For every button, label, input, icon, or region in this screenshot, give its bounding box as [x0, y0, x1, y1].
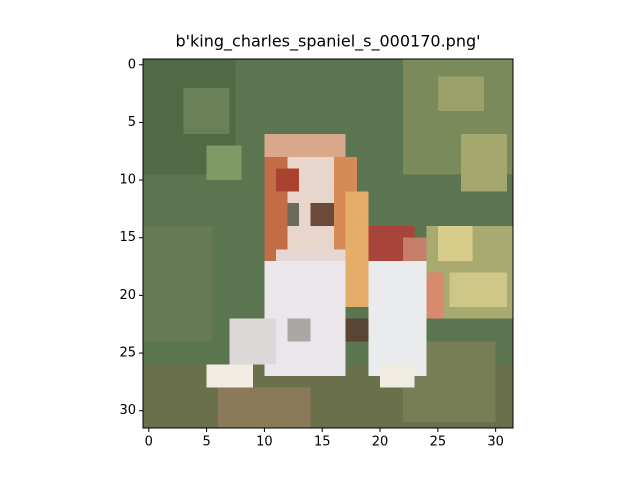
y-tick-label: 5	[128, 115, 136, 130]
x-tick-label: 0	[145, 435, 153, 450]
image	[143, 59, 513, 428]
y-tick-label: 15	[119, 230, 136, 245]
x-tick-label: 20	[372, 435, 389, 450]
y-tick-label: 30	[119, 403, 136, 418]
axes-frame	[142, 58, 514, 429]
x-tick-label: 25	[430, 435, 447, 450]
y-tick-label: 0	[128, 57, 136, 72]
y-tick-label: 20	[119, 288, 136, 303]
y-tick-label: 10	[119, 173, 136, 188]
x-tick-label: 30	[487, 435, 504, 450]
x-tick-label: 10	[256, 435, 273, 450]
chart-title: b'king_charles_spaniel_s_000170.png'	[175, 32, 480, 52]
y-tick-label: 25	[119, 346, 136, 361]
x-tick-label: 15	[314, 435, 331, 450]
x-tick-label: 5	[202, 435, 210, 450]
